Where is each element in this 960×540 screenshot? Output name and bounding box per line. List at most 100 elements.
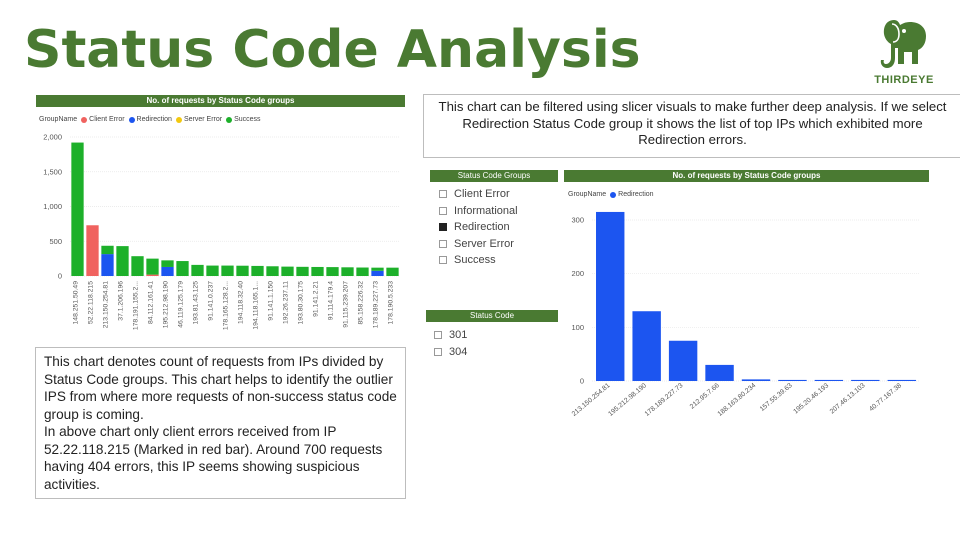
right-chart-legend-item[interactable]: Redirection xyxy=(610,191,654,198)
bar[interactable] xyxy=(251,265,264,276)
bar[interactable] xyxy=(161,266,174,276)
bar[interactable] xyxy=(236,265,249,276)
description-paragraph-1: This chart denotes count of requests fro… xyxy=(44,354,397,422)
left-chart-legend-item[interactable]: Client Error xyxy=(81,116,125,123)
x-tick-label: 178.189.227.73 xyxy=(373,281,380,328)
x-tick-label: 84.112.161.41 xyxy=(148,281,155,324)
status-code-item[interactable]: 301 xyxy=(434,327,467,344)
right-chart[interactable]: 0 100 200 300 213.150.254.81195.212.98.19017… xyxy=(562,210,927,435)
bar[interactable] xyxy=(206,265,219,276)
legend-label: Redirection xyxy=(618,191,654,198)
x-tick-label: 194.118.32.40 xyxy=(238,281,245,324)
bar[interactable] xyxy=(778,379,807,381)
checkbox-icon[interactable] xyxy=(439,190,447,199)
legend-dot-icon xyxy=(175,116,182,123)
status-code-groups-header: Status Code Groups xyxy=(430,170,558,182)
status-code-group-item[interactable]: Client Error xyxy=(439,186,518,203)
legend-dot-icon xyxy=(81,116,88,123)
bar[interactable] xyxy=(887,379,916,381)
x-tick-label: 91.141.2.21 xyxy=(313,281,320,317)
bar[interactable] xyxy=(176,261,189,276)
bar[interactable] xyxy=(371,270,384,276)
bar[interactable] xyxy=(71,142,84,276)
y-tick-label: 300 xyxy=(571,216,584,225)
status-code-slicer: 301 304 xyxy=(434,327,467,360)
left-chart-legend-title: GroupName xyxy=(39,116,78,123)
checkbox-icon[interactable] xyxy=(439,223,447,232)
y-tick-label: 100 xyxy=(571,323,584,332)
status-code-group-label: Redirection xyxy=(454,221,510,234)
y-tick-label: 2,000 xyxy=(43,133,62,142)
bar[interactable] xyxy=(281,266,294,276)
bar[interactable] xyxy=(386,267,399,276)
logo-text: THIRDEYE xyxy=(874,74,934,86)
x-tick-label: 52.22.118.215 xyxy=(88,281,95,324)
bar[interactable] xyxy=(86,225,99,276)
checkbox-icon[interactable] xyxy=(439,206,447,215)
bar[interactable] xyxy=(668,340,698,381)
bar[interactable] xyxy=(191,264,204,276)
x-tick-label: 178.165.128.2... xyxy=(223,281,230,330)
y-tick-label: 200 xyxy=(571,269,584,278)
bar[interactable] xyxy=(741,379,771,381)
status-code-item[interactable]: 304 xyxy=(434,344,467,361)
left-chart-legend-item[interactable]: Server Error xyxy=(175,116,222,123)
bar[interactable] xyxy=(356,267,369,276)
right-chart-legend-title: GroupName xyxy=(568,191,607,198)
bar[interactable] xyxy=(296,266,309,276)
left-chart-legend: GroupName Client Error Redirection Server E… xyxy=(39,116,265,123)
x-tick-label: 195.20.46.193 xyxy=(792,382,830,415)
bar[interactable] xyxy=(814,379,844,381)
bar[interactable] xyxy=(146,258,159,275)
x-tick-label: 213.150.254.81 xyxy=(103,281,110,328)
description-paragraph-2: In above chart only client errors receiv… xyxy=(44,424,383,492)
x-tick-label: 193.81.43.125 xyxy=(193,281,200,325)
status-code-group-item[interactable]: Informational xyxy=(439,203,518,220)
legend-label: Redirection xyxy=(136,116,172,123)
bar[interactable] xyxy=(326,267,339,276)
description-note: This chart denotes count of requests fro… xyxy=(35,347,406,499)
x-tick-label: 178.191.155.2... xyxy=(133,281,140,330)
filter-note: This chart can be filtered using slicer … xyxy=(423,94,960,158)
bar[interactable] xyxy=(161,260,174,267)
x-tick-label: 148.251.50.49 xyxy=(73,281,80,325)
bar[interactable] xyxy=(371,267,384,271)
bar[interactable] xyxy=(146,274,159,276)
status-code-group-label: Server Error xyxy=(454,237,514,250)
checkbox-icon[interactable] xyxy=(439,256,447,265)
x-tick-label: 213.150.254.81 xyxy=(571,382,612,418)
y-tick-label: 0 xyxy=(580,377,584,386)
left-chart-header: No. of requests by Status Code groups xyxy=(36,95,405,107)
y-tick-label: 1,500 xyxy=(43,167,62,176)
elephant-icon xyxy=(880,20,926,68)
left-chart-legend-item[interactable]: Success xyxy=(226,116,261,123)
status-code-group-item[interactable]: Success xyxy=(439,252,518,269)
filter-note-text: This chart can be filtered using slicer … xyxy=(438,99,947,147)
bar[interactable] xyxy=(311,266,324,276)
y-tick-label: 500 xyxy=(49,237,62,246)
bar[interactable] xyxy=(101,245,114,255)
bar[interactable] xyxy=(266,266,279,276)
status-code-group-item[interactable]: Server Error xyxy=(439,236,518,253)
bar[interactable] xyxy=(101,254,114,276)
status-code-group-label: Informational xyxy=(454,204,518,217)
bar[interactable] xyxy=(632,311,661,381)
left-chart-legend-item[interactable]: Redirection xyxy=(128,116,172,123)
bar[interactable] xyxy=(131,256,144,276)
left-chart[interactable]: 0 500 1,000 1,500 2,000 148.251.50.49 52.22.11… xyxy=(36,128,405,348)
checkbox-icon[interactable] xyxy=(439,239,447,248)
y-tick-label: 0 xyxy=(58,272,62,281)
checkbox-icon[interactable] xyxy=(434,331,442,340)
bar[interactable] xyxy=(705,364,734,381)
status-code-group-item[interactable]: Redirection xyxy=(439,219,518,236)
logo: THIRDEYE xyxy=(872,14,936,92)
x-tick-label: 178.190.5.233 xyxy=(388,281,395,325)
x-tick-label: 194.118.165.1... xyxy=(253,281,260,330)
bar[interactable] xyxy=(596,211,625,381)
bar[interactable] xyxy=(851,379,880,381)
bar[interactable] xyxy=(341,267,354,276)
bar[interactable] xyxy=(221,265,234,276)
checkbox-icon[interactable] xyxy=(434,347,442,356)
x-tick-label: 193.80.30.175 xyxy=(298,281,305,325)
bar[interactable] xyxy=(116,246,129,276)
